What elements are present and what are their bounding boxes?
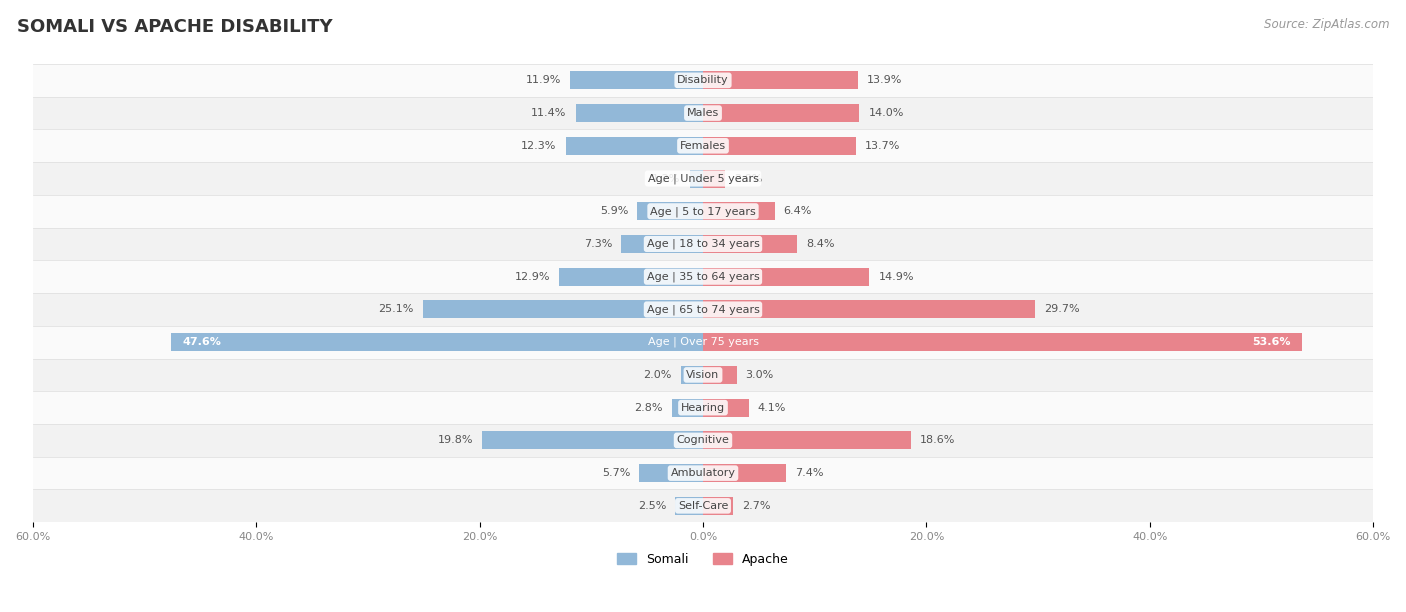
Text: 53.6%: 53.6% bbox=[1253, 337, 1291, 347]
Text: Age | Over 75 years: Age | Over 75 years bbox=[648, 337, 758, 348]
Bar bbox=[32, 162, 1374, 195]
Bar bbox=[703, 431, 911, 449]
Text: 2.8%: 2.8% bbox=[634, 403, 662, 412]
Text: 8.4%: 8.4% bbox=[806, 239, 834, 249]
Bar bbox=[703, 497, 733, 515]
Text: 2.0%: 2.0% bbox=[734, 174, 762, 184]
Bar bbox=[703, 398, 749, 417]
Text: 11.4%: 11.4% bbox=[531, 108, 567, 118]
Bar bbox=[703, 104, 859, 122]
Text: Cognitive: Cognitive bbox=[676, 435, 730, 446]
Text: Age | Under 5 years: Age | Under 5 years bbox=[648, 173, 758, 184]
Bar bbox=[32, 97, 1374, 129]
Bar bbox=[681, 366, 703, 384]
Text: 14.9%: 14.9% bbox=[879, 272, 914, 282]
Text: 12.3%: 12.3% bbox=[522, 141, 557, 151]
Bar bbox=[32, 293, 1374, 326]
Bar bbox=[689, 170, 703, 187]
Text: 25.1%: 25.1% bbox=[378, 304, 413, 315]
Bar bbox=[32, 326, 1374, 359]
Bar bbox=[703, 267, 869, 286]
Bar bbox=[32, 195, 1374, 228]
Text: 18.6%: 18.6% bbox=[920, 435, 955, 446]
Bar bbox=[637, 202, 703, 220]
Bar bbox=[703, 366, 737, 384]
Bar bbox=[703, 202, 775, 220]
Bar bbox=[32, 490, 1374, 522]
Bar bbox=[703, 235, 797, 253]
Bar bbox=[703, 300, 1035, 318]
Text: 19.8%: 19.8% bbox=[437, 435, 472, 446]
Text: 2.7%: 2.7% bbox=[742, 501, 770, 511]
Bar bbox=[675, 497, 703, 515]
Text: 13.7%: 13.7% bbox=[865, 141, 900, 151]
Legend: Somali, Apache: Somali, Apache bbox=[612, 548, 794, 571]
Text: 11.9%: 11.9% bbox=[526, 75, 561, 85]
Text: 12.9%: 12.9% bbox=[515, 272, 550, 282]
Text: 3.0%: 3.0% bbox=[745, 370, 773, 380]
Text: 5.7%: 5.7% bbox=[602, 468, 630, 478]
Text: Disability: Disability bbox=[678, 75, 728, 85]
Bar bbox=[703, 72, 858, 89]
Text: SOMALI VS APACHE DISABILITY: SOMALI VS APACHE DISABILITY bbox=[17, 18, 332, 36]
Text: Age | 5 to 17 years: Age | 5 to 17 years bbox=[650, 206, 756, 217]
Text: 7.4%: 7.4% bbox=[794, 468, 823, 478]
Text: 2.5%: 2.5% bbox=[638, 501, 666, 511]
Bar bbox=[569, 72, 703, 89]
Text: Self-Care: Self-Care bbox=[678, 501, 728, 511]
Bar bbox=[703, 333, 1302, 351]
Bar bbox=[621, 235, 703, 253]
Text: 47.6%: 47.6% bbox=[183, 337, 221, 347]
Text: Age | 35 to 64 years: Age | 35 to 64 years bbox=[647, 272, 759, 282]
Bar bbox=[565, 137, 703, 155]
Text: 14.0%: 14.0% bbox=[869, 108, 904, 118]
Text: 29.7%: 29.7% bbox=[1043, 304, 1080, 315]
Bar bbox=[703, 464, 786, 482]
Text: Ambulatory: Ambulatory bbox=[671, 468, 735, 478]
Text: Females: Females bbox=[681, 141, 725, 151]
Bar bbox=[575, 104, 703, 122]
Text: Source: ZipAtlas.com: Source: ZipAtlas.com bbox=[1264, 18, 1389, 31]
Bar bbox=[32, 260, 1374, 293]
Bar bbox=[172, 333, 703, 351]
Text: 2.0%: 2.0% bbox=[644, 370, 672, 380]
Bar bbox=[32, 424, 1374, 457]
Bar bbox=[640, 464, 703, 482]
Text: Hearing: Hearing bbox=[681, 403, 725, 412]
Bar bbox=[703, 170, 725, 187]
Bar bbox=[32, 391, 1374, 424]
Bar bbox=[423, 300, 703, 318]
Text: 1.2%: 1.2% bbox=[652, 174, 681, 184]
Bar bbox=[32, 64, 1374, 97]
Text: 6.4%: 6.4% bbox=[783, 206, 811, 216]
Text: Males: Males bbox=[688, 108, 718, 118]
Bar bbox=[32, 129, 1374, 162]
Bar bbox=[32, 228, 1374, 260]
Bar bbox=[482, 431, 703, 449]
Bar bbox=[32, 457, 1374, 490]
Text: 4.1%: 4.1% bbox=[758, 403, 786, 412]
Bar bbox=[703, 137, 856, 155]
Bar bbox=[558, 267, 703, 286]
Text: 13.9%: 13.9% bbox=[868, 75, 903, 85]
Text: 7.3%: 7.3% bbox=[583, 239, 613, 249]
Text: 5.9%: 5.9% bbox=[600, 206, 628, 216]
Text: Age | 65 to 74 years: Age | 65 to 74 years bbox=[647, 304, 759, 315]
Text: Age | 18 to 34 years: Age | 18 to 34 years bbox=[647, 239, 759, 249]
Bar bbox=[32, 359, 1374, 391]
Bar bbox=[672, 398, 703, 417]
Text: Vision: Vision bbox=[686, 370, 720, 380]
